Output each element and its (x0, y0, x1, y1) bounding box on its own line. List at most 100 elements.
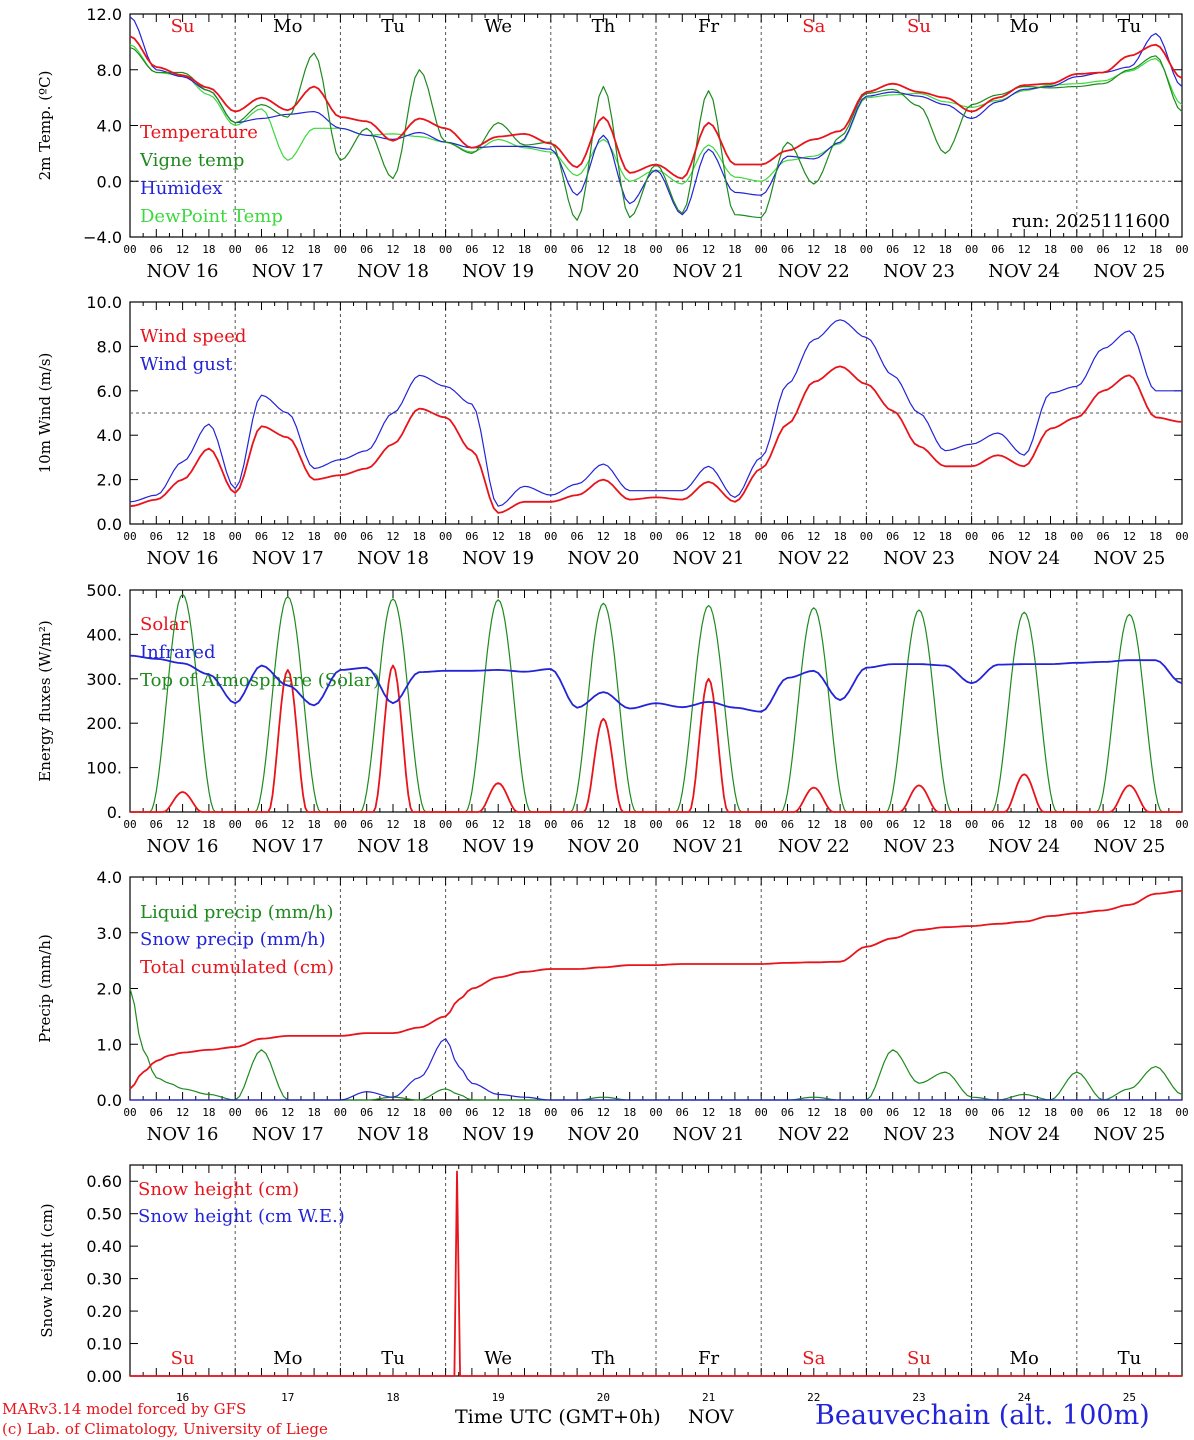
date-label: NOV 17 (252, 1124, 324, 1145)
hour-tick-label: 18 (939, 530, 952, 543)
hour-tick-label: 12 (386, 1106, 399, 1119)
hour-tick-label: 06 (570, 243, 583, 256)
date-label: NOV 23 (883, 1124, 955, 1145)
hour-tick-label: 12 (597, 530, 610, 543)
hour-tick-label: 00 (334, 818, 347, 831)
station-label: Beauvechain (alt. 100m) (815, 1400, 1150, 1431)
date-label: NOV 25 (1093, 261, 1165, 282)
hour-tick-label: 06 (1096, 243, 1109, 256)
hour-tick-label: 00 (755, 243, 768, 256)
hour-tick-label: 18 (833, 1106, 846, 1119)
day-name-label: Th (592, 1348, 616, 1369)
hour-tick-label: 18 (833, 243, 846, 256)
date-label: NOV 23 (883, 548, 955, 569)
hour-tick-label: 00 (860, 818, 873, 831)
hour-tick-label: 12 (912, 818, 925, 831)
hour-tick-label: 12 (176, 530, 189, 543)
day-name-label: Fr (698, 1348, 719, 1369)
hour-tick-label: 00 (1070, 818, 1083, 831)
hour-tick-label: 00 (1175, 243, 1188, 256)
hour-tick-label: 12 (1123, 818, 1136, 831)
date-label: NOV 21 (673, 548, 745, 569)
hour-tick-label: 06 (465, 818, 478, 831)
hour-tick-label: 18 (833, 818, 846, 831)
hour-tick-label: 00 (544, 818, 557, 831)
hour-tick-label: 18 (833, 530, 846, 543)
hour-tick-label: 18 (518, 818, 531, 831)
day-name-label: Fr (698, 16, 719, 37)
date-label: NOV 24 (988, 836, 1060, 857)
date-label: NOV 18 (357, 261, 429, 282)
date-label: NOV 25 (1093, 548, 1165, 569)
hour-tick-label: 12 (702, 530, 715, 543)
hour-tick-label: 12 (1018, 1106, 1031, 1119)
hour-tick-label: 06 (150, 243, 163, 256)
hour-tick-label: 12 (807, 1106, 820, 1119)
date-label: NOV 19 (462, 836, 534, 857)
hour-tick-label: 00 (649, 818, 662, 831)
hour-tick-label: 12 (597, 818, 610, 831)
date-label: NOV 23 (883, 261, 955, 282)
hour-tick-label: 06 (570, 530, 583, 543)
lab-credit: (c) Lab. of Climatology, University of L… (2, 1420, 328, 1438)
hour-tick-label: 12 (492, 243, 505, 256)
date-label: NOV 22 (778, 1124, 850, 1145)
date-label: NOV 16 (147, 548, 219, 569)
hour-tick-label: 18 (939, 243, 952, 256)
hour-tick-label: 18 (728, 530, 741, 543)
hour-tick-label: 18 (307, 1106, 320, 1119)
hour-tick-label: 00 (1175, 818, 1188, 831)
infrared-line (129, 654, 1183, 713)
hour-tick-label: 00 (229, 818, 242, 831)
hour-tick-label: 06 (781, 530, 794, 543)
hour-tick-label: 00 (229, 530, 242, 543)
y-tick-label: 1.0 (97, 1035, 122, 1054)
hour-tick-label: 00 (965, 818, 978, 831)
hour-tick-label: 18 (413, 818, 426, 831)
y-tick-label: 2.0 (97, 980, 122, 999)
legend-entry: Total cumulated (cm) (140, 957, 334, 978)
hour-tick-label: 18 (202, 243, 215, 256)
hour-tick-label: 18 (623, 1106, 636, 1119)
date-label: NOV 24 (988, 548, 1060, 569)
legend-entry: Wind speed (140, 326, 246, 347)
hour-tick-label: 12 (912, 530, 925, 543)
hour-tick-label: 06 (570, 1106, 583, 1119)
hour-tick-label: 12 (281, 530, 294, 543)
hour-tick-label: 06 (1096, 818, 1109, 831)
hour-tick-label: 12 (702, 1106, 715, 1119)
hour-tick-label: 12 (1018, 243, 1031, 256)
hour-tick-label: 18 (307, 243, 320, 256)
day-name-label: Th (592, 16, 616, 37)
hour-tick-label: 06 (360, 1106, 373, 1119)
y-tick-label: 12.0 (86, 5, 122, 24)
hour-tick-label: 18 (307, 530, 320, 543)
legend-entry: Snow precip (mm/h) (140, 929, 326, 950)
day-name-label: Su (171, 1348, 195, 1369)
hour-tick-label: 18 (413, 1106, 426, 1119)
solar-line (130, 664, 1182, 813)
hour-tick-label: 12 (386, 818, 399, 831)
model-credit: MARv3.14 model forced by GFS (2, 1400, 247, 1418)
day-name-label: We (484, 16, 512, 37)
y-tick-label: 300. (86, 670, 122, 689)
hour-tick-label: 00 (439, 818, 452, 831)
hour-tick-label: 06 (781, 818, 794, 831)
hour-tick-label: 18 (202, 1106, 215, 1119)
date-label: NOV 17 (252, 836, 324, 857)
hour-tick-label: 18 (518, 243, 531, 256)
hour-tick-label: 18 (1044, 818, 1057, 831)
day-name-label: Su (907, 16, 931, 37)
date-label: NOV 25 (1093, 836, 1165, 857)
day-name-label: Su (907, 1348, 931, 1369)
hour-tick-label: 18 (1149, 530, 1162, 543)
day-number-label: 21 (702, 1391, 715, 1404)
hour-tick-label: 00 (229, 1106, 242, 1119)
date-label: NOV 20 (567, 1124, 639, 1145)
hour-tick-label: 18 (939, 1106, 952, 1119)
date-label: NOV 22 (778, 261, 850, 282)
day-name-label: Mo (1010, 1348, 1039, 1369)
day-name-label: Mo (1010, 16, 1039, 37)
y-tick-label: 400. (86, 625, 122, 644)
date-label: NOV 16 (147, 1124, 219, 1145)
